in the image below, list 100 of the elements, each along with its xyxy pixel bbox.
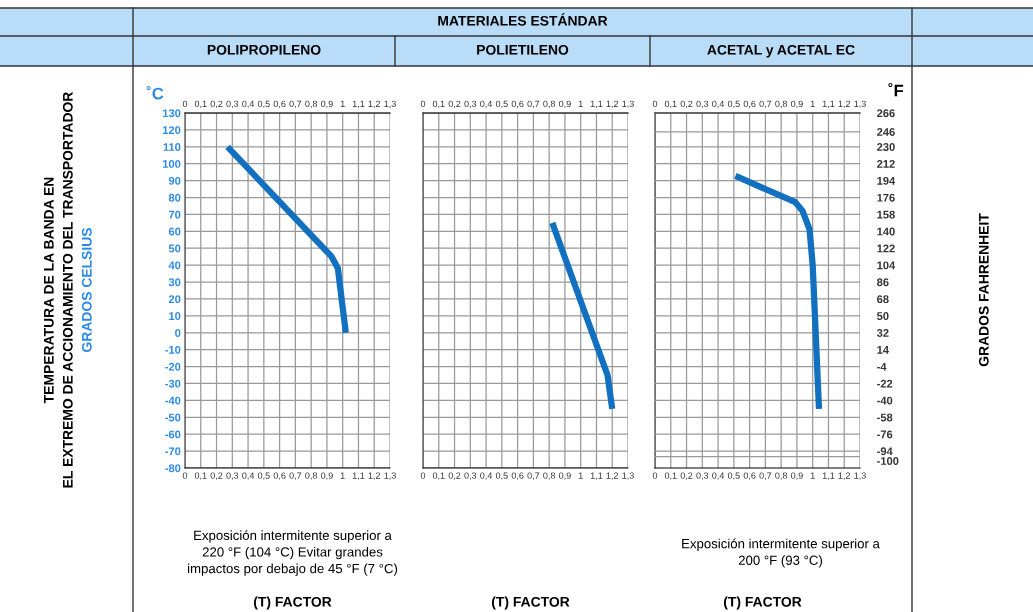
x2-tick-label: 0,9 xyxy=(791,100,803,109)
x-tick-label: 0,6 xyxy=(273,472,286,480)
x-tick-label: 0,3 xyxy=(696,472,709,480)
y2-tick-label: 86 xyxy=(877,278,889,287)
x-tick-label: 0,8 xyxy=(305,472,318,480)
x-axis-title: (T) FACTOR xyxy=(491,596,570,610)
y2-tick-label: 32 xyxy=(876,329,889,337)
x2-tick-label: 0,4 xyxy=(242,100,255,109)
y-tick-label: -40 xyxy=(165,396,181,405)
x-tick-label: 1,1 xyxy=(352,472,365,480)
y-tick-label: 50 xyxy=(168,244,181,253)
x2-tick-label: 1 xyxy=(810,100,815,107)
text: Exposición intermitente superior a 200 °F (93 °C) xyxy=(682,538,880,568)
y-tick-label: -30 xyxy=(165,379,181,388)
x-tick-label: 1 xyxy=(578,472,583,479)
x-axis-title: (T) FACTOR xyxy=(253,596,332,610)
x2-tick-label: 0,9 xyxy=(321,100,333,109)
x-tick-label: 0,1 xyxy=(432,472,445,480)
y2-tick-label: 230 xyxy=(877,143,895,151)
y2-tick-label: 246 xyxy=(877,128,895,136)
x2-tick-label: 0 xyxy=(182,100,188,108)
x2-tick-label: 1,1 xyxy=(590,100,603,109)
text: ˚C xyxy=(146,85,164,100)
x2-tick-label: 1 xyxy=(578,100,583,107)
x-tick-label: 0,5 xyxy=(257,472,270,480)
x2-tick-label: 0,9 xyxy=(559,100,571,109)
x2-tick-label: 1,3 xyxy=(854,100,866,109)
x2-tick-label: 0,5 xyxy=(257,100,270,109)
x-tick-label: 0 xyxy=(652,472,658,479)
x-tick-label: 0,3 xyxy=(464,472,477,480)
x2-tick-label: 0,8 xyxy=(543,100,556,109)
y2-tick-label: 140 xyxy=(877,227,895,236)
y-tick-label: -80 xyxy=(165,464,181,473)
x2-tick-label: 1,3 xyxy=(384,100,396,109)
y-tick-label: -50 xyxy=(165,413,181,422)
x-tick-label: 1 xyxy=(340,472,345,479)
x2-tick-label: 1,1 xyxy=(822,100,835,109)
x2-tick-label: 0,6 xyxy=(511,100,524,109)
y2-tick-label: 266 xyxy=(877,109,895,118)
x2-tick-label: 0,7 xyxy=(759,100,772,109)
x2-tick-label: 0 xyxy=(652,100,658,108)
x-tick-label: 0,2 xyxy=(210,472,223,480)
x2-tick-label: 0,2 xyxy=(210,100,223,109)
y-tick-label: 120 xyxy=(163,126,181,135)
x2-tick-label: 0,1 xyxy=(432,100,445,109)
x2-tick-label: 1,1 xyxy=(352,100,365,109)
x2-tick-label: 0,4 xyxy=(712,100,725,109)
x-tick-label: 0,9 xyxy=(791,472,803,480)
x2-tick-label: 0,2 xyxy=(448,100,461,109)
y-tick-label: 130 xyxy=(163,109,181,118)
x2-tick-label: 0,6 xyxy=(273,100,286,109)
y-tick-label: 80 xyxy=(168,193,181,202)
y2-tick-label: 194 xyxy=(877,176,896,185)
y2-tick-label: 68 xyxy=(877,295,889,304)
x-tick-label: 0 xyxy=(182,472,188,479)
x-axis-title: (T) FACTOR xyxy=(723,596,802,610)
y2-tick-label: -4 xyxy=(877,362,887,371)
x-tick-label: 0,6 xyxy=(743,472,756,480)
y-tick-label: -20 xyxy=(165,362,181,371)
x2-tick-label: 1,2 xyxy=(838,100,851,109)
y-axis-title: TEMPERATURA DE LA BANDA EN EL EXTREMO DE ACCIONAMIENTO DEL TRANSPORTADOR GRADOS CELSIUS xyxy=(44,91,92,488)
x-tick-label: 0,5 xyxy=(495,472,508,480)
x-tick-label: 1,2 xyxy=(838,472,851,480)
x-tick-label: 0,9 xyxy=(321,472,333,480)
y2-tick-label: 212 xyxy=(877,159,895,168)
x-tick-label: 0,8 xyxy=(775,472,788,480)
x-tick-label: 0,2 xyxy=(448,472,461,480)
x-tick-label: 0,7 xyxy=(527,472,540,480)
y2-tick-label: -22 xyxy=(877,379,893,388)
x2-tick-label: 0,3 xyxy=(464,100,477,109)
x2-tick-label: 0,4 xyxy=(480,100,493,109)
y2-axis-title: GRADOS FAHRENHEIT xyxy=(978,213,989,367)
x-tick-label: 0,4 xyxy=(480,472,493,480)
x-tick-label: 0,7 xyxy=(759,472,772,480)
x2-tick-label: 1,2 xyxy=(606,100,619,109)
y-tick-label: 30 xyxy=(168,278,181,287)
x-tick-label: 0,1 xyxy=(194,472,207,480)
text: Exposición intermitente superior a 220 °F (104 °C) Evitar grandes impactos por debajo de 45 °F (7 °C) xyxy=(188,530,398,576)
y-tick-label: 40 xyxy=(168,261,181,270)
y-tick-label: 90 xyxy=(168,176,181,185)
x2-tick-label: 0,6 xyxy=(743,100,756,109)
x-tick-label: 0,3 xyxy=(226,472,239,480)
x2-tick-label: 0,5 xyxy=(727,100,740,109)
x2-tick-label: 1,3 xyxy=(622,100,634,109)
x-tick-label: 0,4 xyxy=(712,472,725,480)
x2-tick-label: 0,3 xyxy=(226,100,239,109)
x2-tick-label: 0,1 xyxy=(194,100,207,109)
x2-tick-label: 0,7 xyxy=(527,100,540,109)
x-tick-label: 1,3 xyxy=(854,472,866,480)
y2-tick-label: -40 xyxy=(877,396,893,405)
y-tick-label: 20 xyxy=(168,295,181,304)
y-tick-label: -10 xyxy=(165,345,181,354)
x-tick-label: 0,1 xyxy=(664,472,677,480)
y2-tick-label: 14 xyxy=(877,346,889,354)
x-tick-label: 1,3 xyxy=(384,472,396,480)
chart-title: POLIPROPILENO xyxy=(207,44,321,55)
x-tick-label: 0,4 xyxy=(242,472,255,480)
x2-tick-label: 0,1 xyxy=(664,100,677,109)
x2-tick-label: 1 xyxy=(340,100,345,107)
chart-title: POLIETILENO xyxy=(477,44,569,55)
